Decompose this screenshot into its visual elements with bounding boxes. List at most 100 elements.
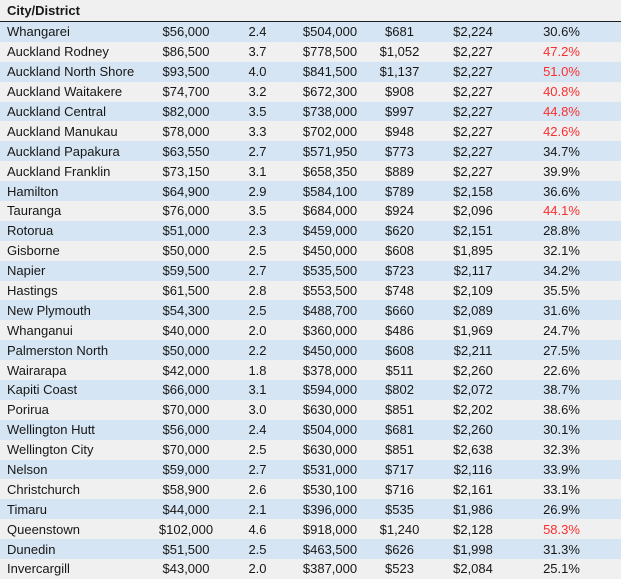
cell-value-0[interactable]: $82,000 [162, 104, 210, 119]
cell-value-3[interactable]: $924 [385, 203, 414, 219]
cell-value-1[interactable]: 2.0 [248, 561, 267, 577]
cell-percent[interactable]: 22.6% [543, 362, 580, 378]
cell-value-2[interactable]: $584,100 [302, 183, 358, 199]
cell-value-2[interactable]: $396,000 [302, 501, 358, 517]
cell-city[interactable]: New Plymouth [7, 302, 91, 318]
cell-percent[interactable]: 44.1% [543, 203, 580, 219]
table-row[interactable]: Tauranga $76,000 3.5 $684,000 $924 $2,09… [0, 201, 621, 221]
cell-value-1[interactable]: 2.5 [248, 541, 267, 557]
cell-value-3[interactable]: $608 [385, 243, 414, 259]
table-row[interactable]: Timaru $44,000 2.1 $396,000 $535 $1,986 … [0, 499, 621, 520]
cell-value-1[interactable]: 3.1 [248, 382, 267, 398]
table-row[interactable]: Wellington Hutt $56,000 2.4 $504,000 $68… [0, 419, 621, 440]
cell-value-0[interactable]: $50,000 [162, 342, 210, 358]
cell-value-1[interactable]: 3.0 [248, 402, 267, 418]
cell-value-3[interactable]: $802 [385, 382, 414, 398]
cell-value-4[interactable]: $2,227 [453, 163, 493, 179]
cell-value-3[interactable]: $717 [385, 462, 414, 478]
cell-value-0[interactable]: $59,500 [162, 263, 210, 279]
cell-value-1[interactable]: 3.7 [248, 44, 267, 60]
cell-value-1[interactable]: 2.5 [248, 243, 267, 259]
cell-value-3[interactable]: $626 [385, 541, 414, 557]
cell-value-1[interactable]: 3.5 [248, 203, 267, 219]
cell-value-2[interactable]: $459,000 [302, 223, 358, 239]
cell-value-0[interactable]: $76,000 [162, 203, 210, 219]
cell-percent[interactable]: 28.8% [543, 223, 580, 239]
cell-value-2[interactable]: $630,000 [302, 442, 358, 458]
table-row[interactable]: Rotorua $51,000 2.3 $459,000 $620 $2,151… [0, 220, 621, 241]
cell-value-2[interactable]: $658,350 [302, 163, 358, 179]
cell-value-4[interactable]: $2,151 [453, 223, 493, 239]
cell-value-3[interactable]: $681 [385, 24, 414, 40]
cell-city[interactable]: Wellington Hutt [7, 422, 95, 438]
cell-percent[interactable]: 38.6% [543, 402, 580, 418]
cell-value-2[interactable]: $463,500 [302, 541, 358, 557]
cell-value-2[interactable]: $535,500 [302, 263, 358, 279]
cell-value-4[interactable]: $2,227 [453, 104, 493, 119]
table-row[interactable]: Wairarapa $42,000 1.8 $378,000 $511 $2,2… [0, 360, 621, 381]
cell-city[interactable]: Invercargill [7, 561, 70, 577]
cell-value-3[interactable]: $748 [385, 283, 414, 299]
cell-value-0[interactable]: $102,000 [158, 521, 214, 537]
cell-city[interactable]: Napier [7, 263, 46, 279]
cell-city[interactable]: Auckland Papakura [7, 143, 120, 159]
cell-value-4[interactable]: $1,998 [453, 541, 493, 557]
cell-value-0[interactable]: $66,000 [162, 382, 210, 398]
cell-city[interactable]: Rotorua [7, 223, 54, 239]
cell-value-0[interactable]: $70,000 [162, 442, 210, 458]
table-row[interactable]: Auckland North Shore $93,500 4.0 $841,50… [0, 61, 621, 82]
cell-value-3[interactable]: $789 [385, 183, 414, 199]
cell-city[interactable]: Auckland Rodney [7, 44, 109, 60]
cell-value-3[interactable]: $851 [385, 402, 414, 418]
cell-city[interactable]: Kapiti Coast [7, 382, 78, 398]
cell-city[interactable]: Wairarapa [7, 362, 67, 378]
cell-value-3[interactable]: $723 [385, 263, 414, 279]
table-row[interactable]: Christchurch $58,900 2.6 $530,100 $716 $… [0, 479, 621, 500]
cell-value-0[interactable]: $51,500 [162, 541, 210, 557]
cell-value-4[interactable]: $2,161 [453, 481, 493, 497]
cell-value-2[interactable]: $450,000 [302, 243, 358, 259]
cell-value-4[interactable]: $2,260 [453, 422, 493, 438]
cell-city[interactable]: Auckland North Shore [7, 64, 135, 80]
cell-value-2[interactable]: $672,300 [302, 84, 358, 100]
cell-value-4[interactable]: $2,211 [453, 342, 493, 358]
cell-percent[interactable]: 32.3% [543, 442, 580, 458]
cell-value-1[interactable]: 4.6 [248, 521, 267, 537]
cell-value-1[interactable]: 3.1 [248, 163, 267, 179]
cell-value-4[interactable]: $2,109 [453, 283, 493, 299]
cell-value-2[interactable]: $841,500 [302, 64, 358, 80]
cell-percent[interactable]: 34.2% [543, 263, 580, 279]
cell-value-3[interactable]: $486 [385, 322, 414, 338]
cell-value-2[interactable]: $378,000 [302, 362, 358, 378]
cell-value-3[interactable]: $716 [385, 481, 414, 497]
cell-value-1[interactable]: 3.3 [248, 123, 267, 139]
cell-value-0[interactable]: $56,000 [162, 422, 210, 438]
cell-value-1[interactable]: 2.2 [248, 342, 267, 358]
cell-value-4[interactable]: $2,638 [453, 442, 493, 458]
cell-percent[interactable]: 33.1% [543, 481, 580, 497]
cell-value-1[interactable]: 2.0 [248, 322, 267, 338]
cell-value-0[interactable]: $50,000 [162, 243, 210, 259]
table-row[interactable]: Whangarei $56,000 2.4 $504,000 $681 $2,2… [0, 22, 621, 42]
cell-value-0[interactable]: $44,000 [162, 501, 210, 517]
cell-value-2[interactable]: $488,700 [302, 302, 358, 318]
cell-value-1[interactable]: 3.5 [248, 104, 267, 119]
cell-city[interactable]: Wellington City [7, 442, 94, 458]
cell-percent[interactable]: 35.5% [543, 283, 580, 299]
cell-value-4[interactable]: $1,969 [453, 322, 493, 338]
cell-percent[interactable]: 38.7% [543, 382, 580, 398]
table-row[interactable]: Dunedin $51,500 2.5 $463,500 $626 $1,998… [0, 539, 621, 560]
cell-city[interactable]: Auckland Franklin [7, 163, 111, 179]
cell-value-1[interactable]: 2.7 [248, 462, 267, 478]
cell-value-4[interactable]: $2,224 [453, 24, 493, 40]
cell-value-1[interactable]: 2.6 [248, 481, 267, 497]
cell-value-0[interactable]: $54,300 [162, 302, 210, 318]
cell-city[interactable]: Hastings [7, 283, 58, 299]
cell-value-2[interactable]: $630,000 [302, 402, 358, 418]
table-row[interactable]: Hamilton $64,900 2.9 $584,100 $789 $2,15… [0, 181, 621, 202]
cell-value-0[interactable]: $59,000 [162, 462, 210, 478]
cell-value-0[interactable]: $42,000 [162, 362, 210, 378]
cell-city[interactable]: Christchurch [7, 481, 80, 497]
cell-value-2[interactable]: $778,500 [302, 44, 358, 60]
cell-value-1[interactable]: 2.7 [248, 263, 267, 279]
